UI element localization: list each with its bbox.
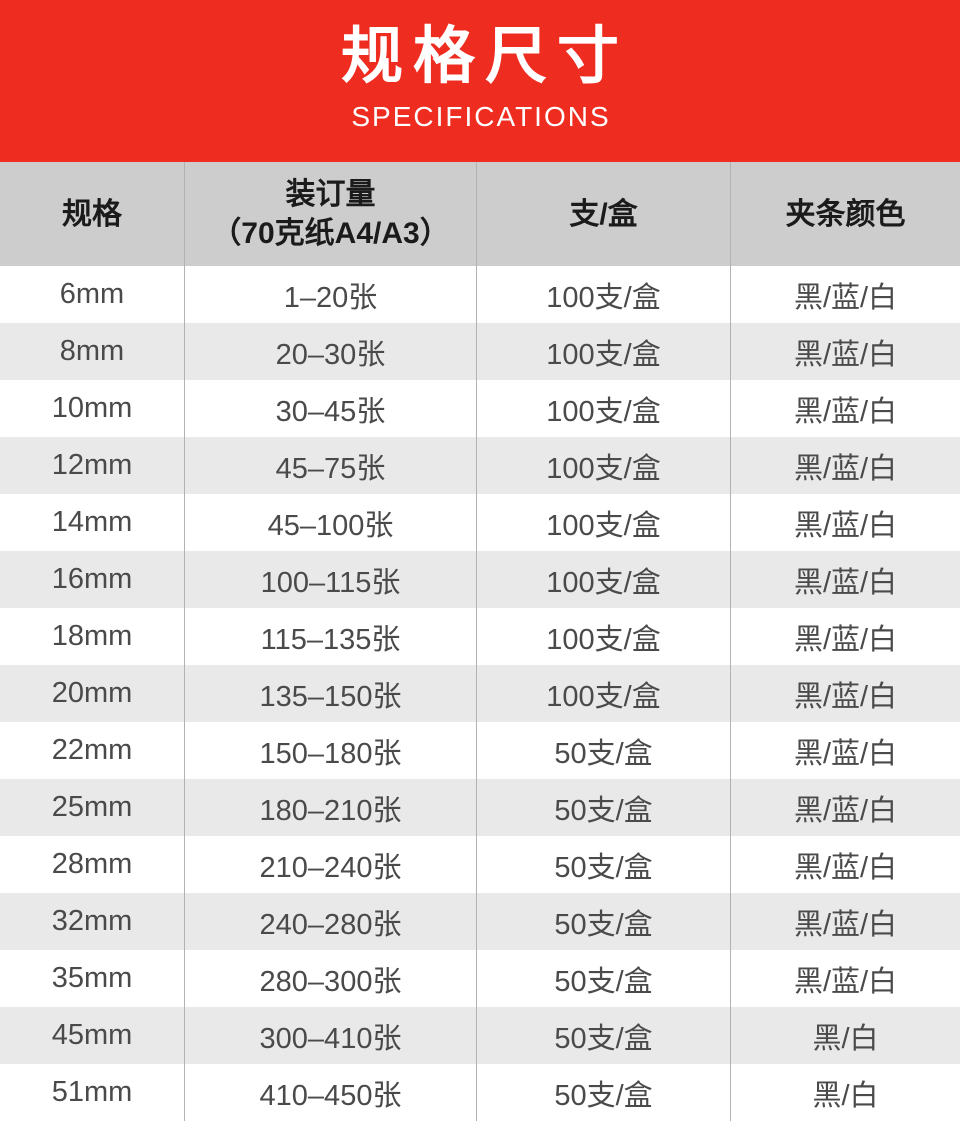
header-label: 夹条颜色	[785, 197, 906, 231]
table-cell: 150–180张	[184, 722, 476, 779]
table-cell: 黑/蓝/白	[730, 779, 960, 836]
table-cell: 50支/盒	[476, 950, 730, 1007]
table-cell: 1–20张	[184, 266, 476, 323]
table-cell: 45–75张	[184, 437, 476, 494]
header-cell-per-box: 支/盒	[476, 162, 730, 266]
table-cell: 黑/白	[730, 1007, 960, 1064]
table-cell: 黑/蓝/白	[730, 437, 960, 494]
table-cell: 30–45张	[184, 380, 476, 437]
table-row: 10mm 30–45张 100支/盒 黑/蓝/白	[0, 380, 960, 437]
table-cell: 135–150张	[184, 665, 476, 722]
table-row: 14mm 45–100张 100支/盒 黑/蓝/白	[0, 494, 960, 551]
table-row: 32mm 240–280张 50支/盒 黑/蓝/白	[0, 893, 960, 950]
header-cell-binding-capacity: 装订量 （70克纸A4/A3）	[184, 162, 476, 266]
table-cell: 20–30张	[184, 323, 476, 380]
table-cell: 240–280张	[184, 893, 476, 950]
table-cell: 黑/蓝/白	[730, 665, 960, 722]
table-cell: 16mm	[51, 563, 133, 595]
table-cell: 黑/蓝/白	[730, 551, 960, 608]
table-cell: 50支/盒	[476, 836, 730, 893]
table-cell: 10mm	[51, 392, 133, 424]
table-cell: 100支/盒	[476, 551, 730, 608]
table-cell: 黑/白	[730, 1064, 960, 1121]
table-row: 51mm 410–450张 50支/盒 黑/白	[0, 1064, 960, 1121]
table-cell: 25mm	[51, 791, 133, 823]
table-cell: 100支/盒	[476, 608, 730, 665]
page-title: 规格尺寸	[340, 22, 629, 91]
table-row: 16mm 100–115张 100支/盒 黑/蓝/白	[0, 551, 960, 608]
table-cell: 黑/蓝/白	[730, 494, 960, 551]
table-cell: 黑/蓝/白	[730, 893, 960, 950]
table-cell: 100支/盒	[476, 437, 730, 494]
table-row: 25mm 180–210张 50支/盒 黑/蓝/白	[0, 779, 960, 836]
table-cell: 32mm	[51, 905, 133, 937]
table-row: 12mm 45–75张 100支/盒 黑/蓝/白	[0, 437, 960, 494]
table-cell: 100支/盒	[476, 266, 730, 323]
table-cell: 8mm	[59, 335, 125, 367]
table-cell: 300–410张	[184, 1007, 476, 1064]
table-cell: 115–135张	[184, 608, 476, 665]
table-cell: 黑/蓝/白	[730, 836, 960, 893]
table-cell: 180–210张	[184, 779, 476, 836]
table-cell: 12mm	[51, 449, 133, 481]
table-cell: 45–100张	[184, 494, 476, 551]
table-cell: 280–300张	[184, 950, 476, 1007]
table-cell: 100–115张	[184, 551, 476, 608]
table-cell: 210–240张	[184, 836, 476, 893]
table-cell: 51mm	[51, 1076, 133, 1108]
header-cell-clip-color: 夹条颜色	[730, 162, 960, 266]
title-banner: 规格尺寸 SPECIFICATIONS	[0, 0, 960, 162]
table-cell: 35mm	[51, 962, 133, 994]
table-cell: 黑/蓝/白	[730, 950, 960, 1007]
table-cell: 黑/蓝/白	[730, 323, 960, 380]
table-cell: 50支/盒	[476, 1007, 730, 1064]
table-cell: 100支/盒	[476, 494, 730, 551]
table-row: 35mm 280–300张 50支/盒 黑/蓝/白	[0, 950, 960, 1007]
table-cell: 黑/蓝/白	[730, 608, 960, 665]
table-cell: 100支/盒	[476, 665, 730, 722]
table-cell: 黑/蓝/白	[730, 266, 960, 323]
table-body: 6mm 1–20张 100支/盒 黑/蓝/白 8mm 20–30张 100支/盒 黑/蓝/白 1…	[0, 266, 960, 1121]
header-cell-spec: 规格	[0, 162, 184, 266]
table-cell: 黑/蓝/白	[730, 722, 960, 779]
table-cell: 18mm	[51, 620, 133, 652]
table-cell: 100支/盒	[476, 323, 730, 380]
table-cell: 14mm	[51, 506, 133, 538]
page-subtitle: SPECIFICATIONS	[351, 101, 611, 133]
table-cell: 6mm	[59, 278, 125, 310]
table-cell: 45mm	[51, 1019, 133, 1051]
table-cell: 100支/盒	[476, 380, 730, 437]
table-cell: 50支/盒	[476, 1064, 730, 1121]
table-row: 45mm 300–410张 50支/盒 黑/白	[0, 1007, 960, 1064]
table-cell: 50支/盒	[476, 779, 730, 836]
header-label: 装订量	[285, 178, 376, 211]
table-cell: 20mm	[51, 677, 133, 709]
table-row: 6mm 1–20张 100支/盒 黑/蓝/白	[0, 266, 960, 323]
table-row: 22mm 150–180张 50支/盒 黑/蓝/白	[0, 722, 960, 779]
table-row: 20mm 135–150张 100支/盒 黑/蓝/白	[0, 665, 960, 722]
table-cell: 410–450张	[184, 1064, 476, 1121]
spec-table: 规格 装订量 （70克纸A4/A3） 支/盒 夹条颜色 6mm 1–20张 100支…	[0, 162, 960, 1121]
table-row: 8mm 20–30张 100支/盒 黑/蓝/白	[0, 323, 960, 380]
table-cell: 22mm	[51, 734, 133, 766]
header-label: 规格	[62, 197, 122, 231]
header-label: （70克纸A4/A3）	[211, 217, 450, 250]
table-row: 28mm 210–240张 50支/盒 黑/蓝/白	[0, 836, 960, 893]
header-label: 支/盒	[569, 197, 638, 231]
table-cell: 50支/盒	[476, 722, 730, 779]
table-cell: 黑/蓝/白	[730, 380, 960, 437]
table-cell: 28mm	[51, 848, 133, 880]
table-header-row: 规格 装订量 （70克纸A4/A3） 支/盒 夹条颜色	[0, 162, 960, 266]
table-row: 18mm 115–135张 100支/盒 黑/蓝/白	[0, 608, 960, 665]
table-cell: 50支/盒	[476, 893, 730, 950]
